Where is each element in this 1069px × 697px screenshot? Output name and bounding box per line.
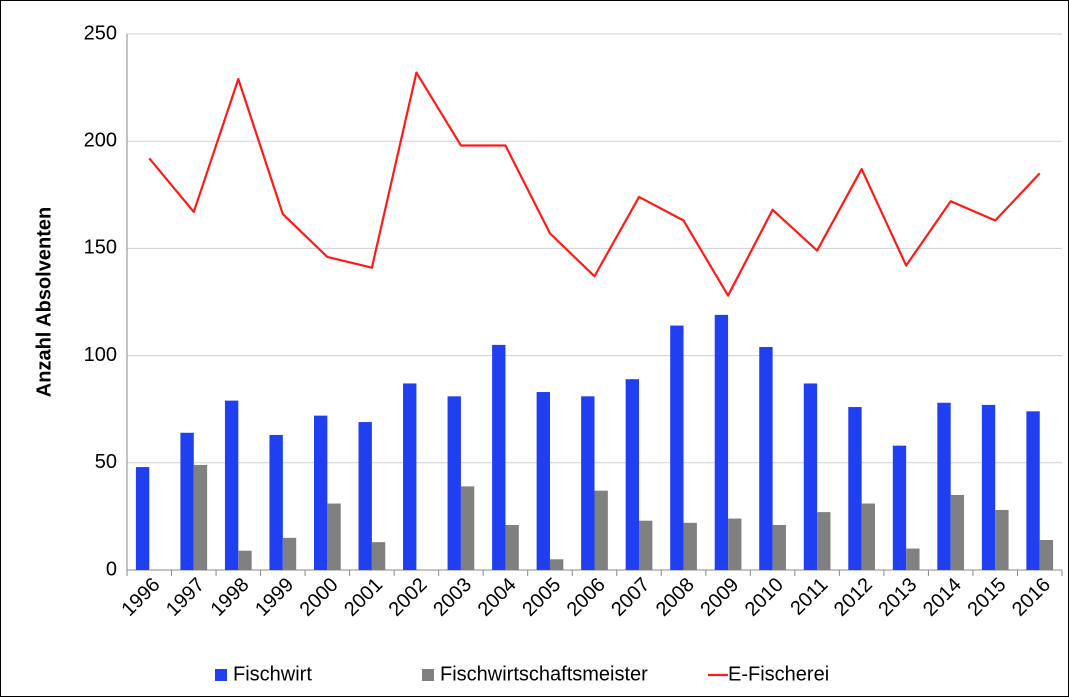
bar (714, 314, 729, 570)
y-axis-label: Anzahl Absolventen (33, 207, 55, 397)
bar (817, 512, 831, 570)
bar (861, 503, 875, 570)
bar (1039, 539, 1054, 570)
bar (937, 402, 951, 570)
bar (460, 486, 475, 570)
bar (581, 396, 595, 570)
y-tick-label: 50 (95, 451, 117, 473)
bar (848, 407, 862, 570)
bar (269, 434, 283, 570)
bar (536, 392, 550, 570)
bar (594, 490, 608, 570)
y-tick-label: 0 (106, 558, 117, 580)
bar (371, 542, 386, 570)
bar (314, 415, 328, 570)
y-tick-label: 100 (84, 344, 117, 366)
bar (403, 383, 417, 570)
bar (447, 396, 461, 570)
bar (193, 464, 208, 570)
bar (492, 344, 506, 570)
bar (238, 550, 252, 570)
legend-label: Fischwirtschaftsmeister (440, 663, 648, 685)
bar (981, 404, 996, 570)
legend-marker (215, 669, 227, 681)
bar (670, 325, 684, 570)
y-tick-label: 250 (84, 22, 117, 44)
bar (759, 347, 773, 570)
y-tick-label: 150 (84, 237, 117, 259)
bar (995, 509, 1009, 570)
bar (327, 503, 341, 570)
legend-label: E-Fischerei (728, 663, 829, 685)
bar (803, 383, 818, 570)
bar (224, 400, 239, 570)
bar (950, 494, 965, 570)
bar (728, 518, 742, 570)
bar (358, 422, 372, 570)
y-tick-label: 200 (84, 129, 117, 151)
bar (683, 522, 697, 570)
bar (505, 524, 519, 570)
legend-label: Fischwirt (233, 663, 312, 685)
bar (1026, 411, 1040, 570)
bar (892, 445, 907, 570)
legend-marker (422, 669, 434, 681)
bar (180, 432, 194, 570)
bar (772, 524, 786, 570)
bar (549, 559, 564, 570)
bar (639, 520, 653, 570)
bar (906, 548, 920, 570)
bar (625, 379, 640, 570)
bar (135, 467, 150, 570)
bar (282, 537, 297, 570)
line (148, 71, 1041, 297)
